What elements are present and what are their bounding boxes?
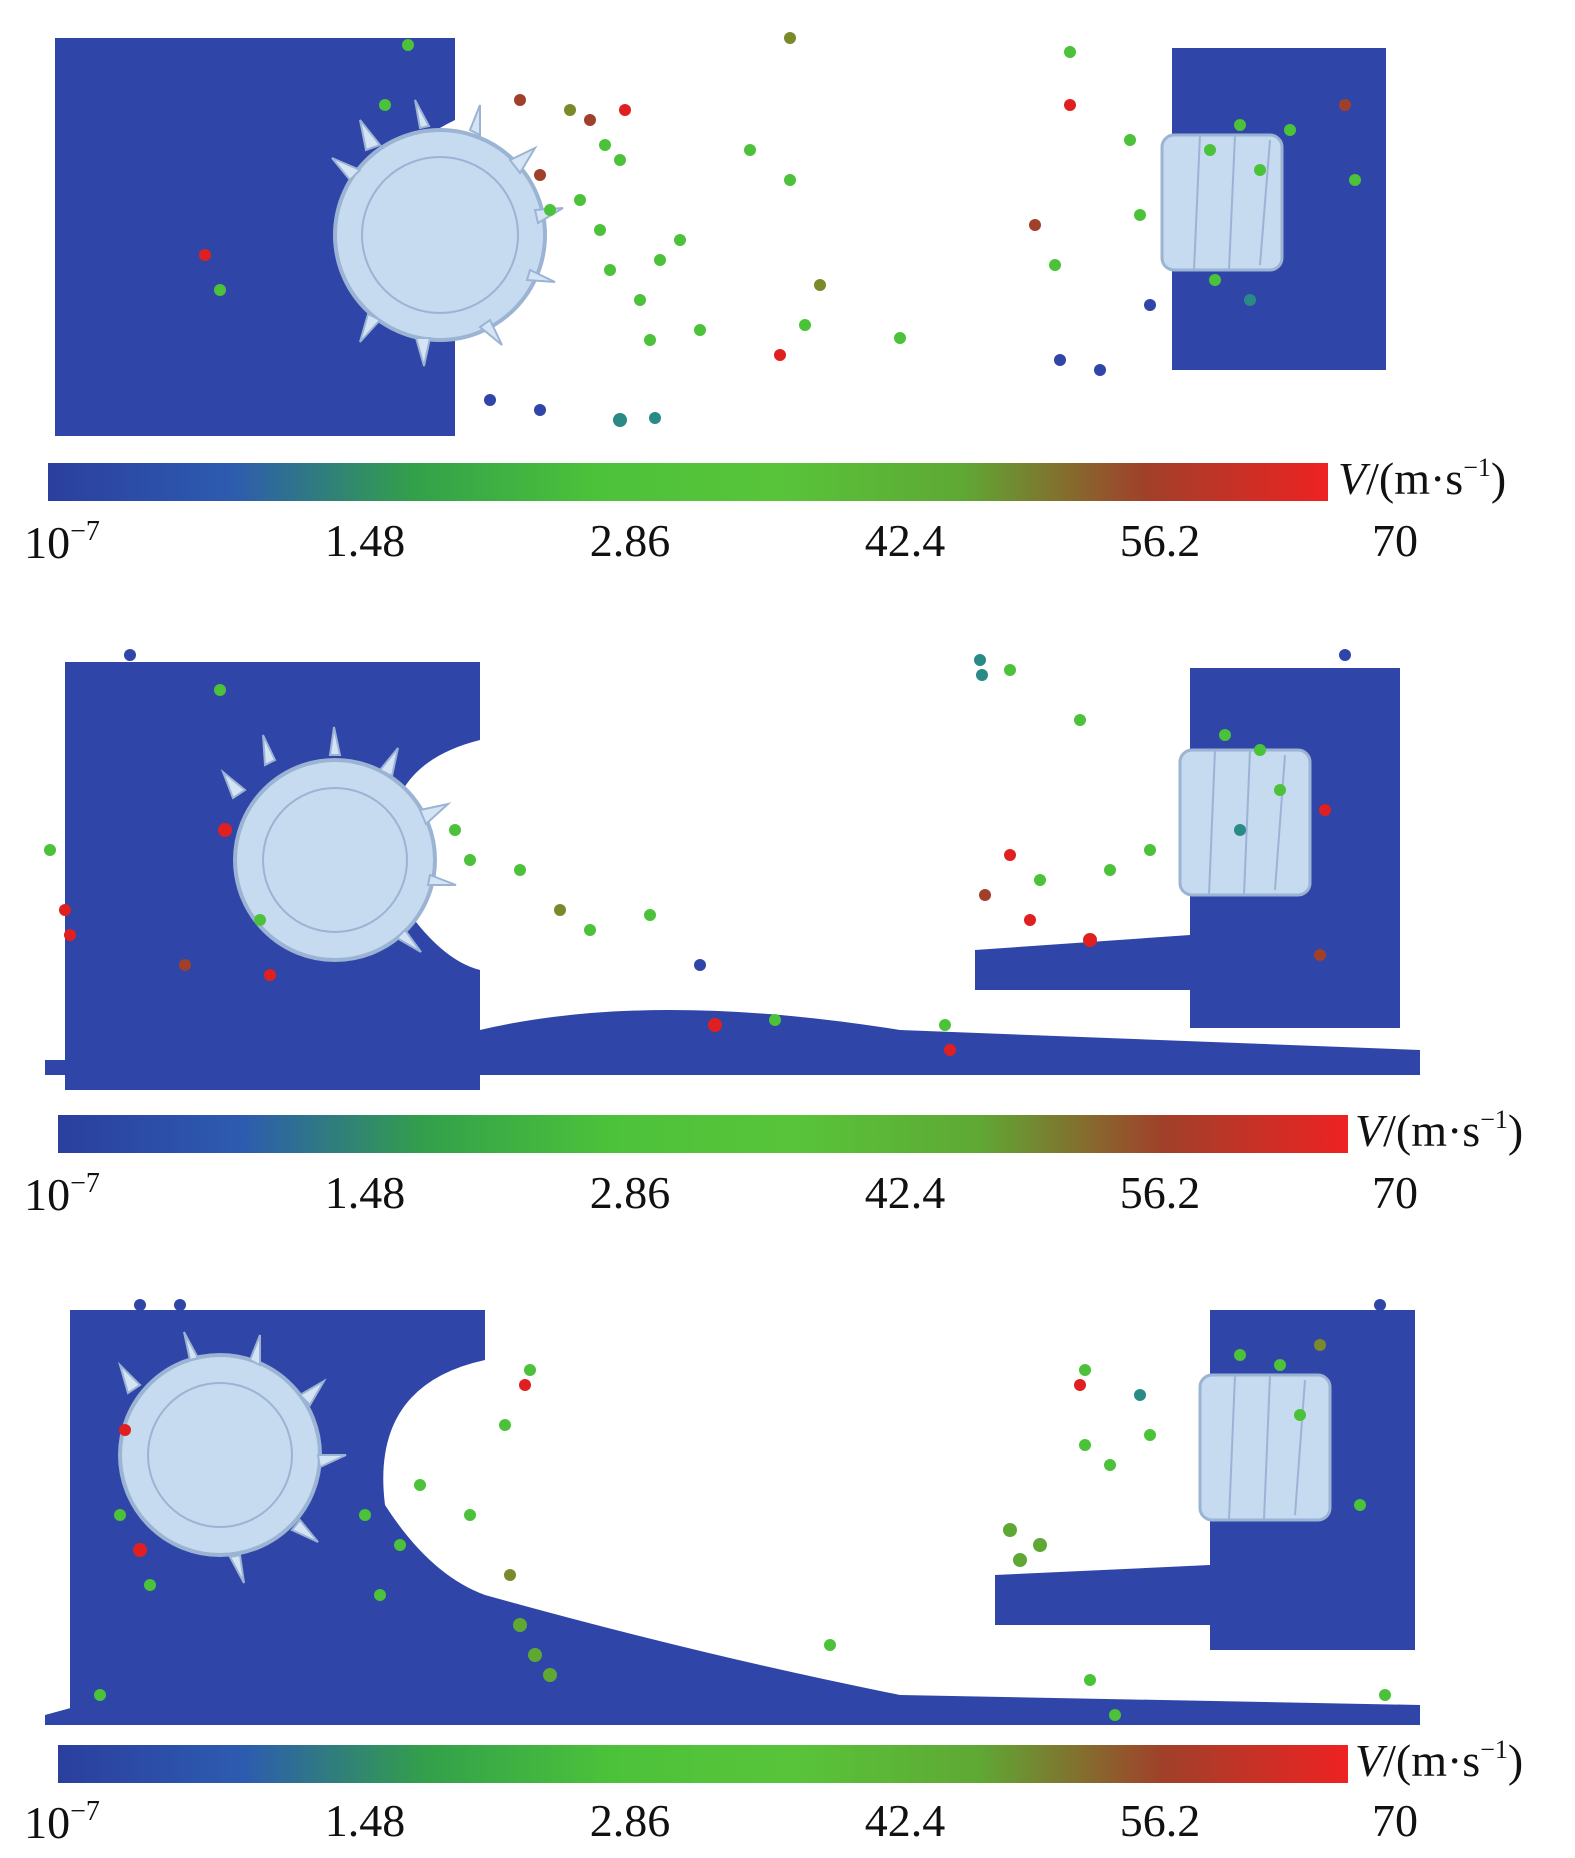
flying-particles-3 [94,1299,1391,1721]
unit-symbol: V [1355,1735,1384,1786]
tick-3: 42.4 [864,515,946,566]
unit-close: ) [1507,1105,1524,1156]
unit-close: ) [1490,453,1507,504]
cutting-drum-right [1160,133,1284,272]
tick-2: 2.86 [589,515,671,566]
debris-floor [45,1010,1420,1075]
unit-body: /(m·s [1383,1105,1481,1156]
simulation-panel-2: V/(m·s−1) 10−7 1.48 2.86 42.4 56.2 70 [0,630,1575,1250]
colorbar-unit-label-2: V/(m·s−1) [1355,1107,1523,1154]
cutting-drum-left [117,1331,347,1584]
cutting-drum-right [1198,1373,1332,1522]
tick-3: 42.4 [864,1795,946,1846]
unit-symbol: V [1338,453,1367,504]
colorbar-ticks-3: 10−7 1.48 2.86 42.4 56.2 70 [0,1798,1575,1858]
colorbar-ticks-2: 10−7 1.48 2.86 42.4 56.2 70 [0,1170,1575,1230]
simulation-panel-1: V/(m·s−1) 10−7 1.48 2.86 42.4 56.2 70 [0,0,1575,600]
unit-body: /(m·s [1366,453,1464,504]
unit-close: ) [1507,1735,1524,1786]
unit-body: /(m·s [1383,1735,1481,1786]
unit-exponent: −1 [1480,1105,1508,1134]
colorbar-ticks-1: 10−7 1.48 2.86 42.4 56.2 70 [0,518,1575,578]
coal-ledge-right [995,1565,1210,1625]
tick-5: 70 [1372,515,1418,566]
particle-simulation-view-2 [44,649,1420,1090]
debris-floor [45,1595,1420,1725]
tick-1: 1.48 [324,1795,406,1846]
unit-symbol: V [1355,1105,1384,1156]
tick-3: 42.4 [864,1167,946,1218]
velocity-colorbar-1 [48,463,1328,501]
velocity-colorbar-2 [58,1115,1348,1153]
tick-5: 70 [1372,1795,1418,1846]
tick-4: 56.2 [1119,1795,1201,1846]
tick-min: 10−7 [24,516,100,568]
tick-1: 1.48 [324,515,406,566]
cut-arc-left [383,1360,700,1635]
tick-1: 1.48 [324,1167,406,1218]
colorbar-unit-label-3: V/(m·s−1) [1355,1737,1523,1784]
unit-exponent: −1 [1463,453,1491,482]
tick-2: 2.86 [589,1795,671,1846]
colorbar-unit-label-1: V/(m·s−1) [1338,455,1506,502]
simulation-panel-3: V/(m·s−1) 10−7 1.48 2.86 42.4 56.2 70 [0,1275,1575,1857]
tick-4: 56.2 [1119,515,1201,566]
tick-4: 56.2 [1119,1167,1201,1218]
particle-simulation-view-1 [55,32,1386,436]
cutting-drum-right [1178,748,1312,897]
tick-min: 10−7 [24,1168,100,1220]
tick-5: 70 [1372,1167,1418,1218]
tick-min: 10−7 [24,1796,100,1848]
tick-2: 2.86 [589,1167,671,1218]
velocity-colorbar-3 [58,1745,1348,1783]
cutting-drum-left [331,99,564,367]
flying-particles-1 [199,32,1361,427]
coal-ledge-right [975,935,1190,990]
flying-particles-2 [44,649,1351,1056]
particle-simulation-view-3 [45,1299,1420,1725]
cutting-drum-left [220,726,457,962]
unit-exponent: −1 [1480,1735,1508,1764]
